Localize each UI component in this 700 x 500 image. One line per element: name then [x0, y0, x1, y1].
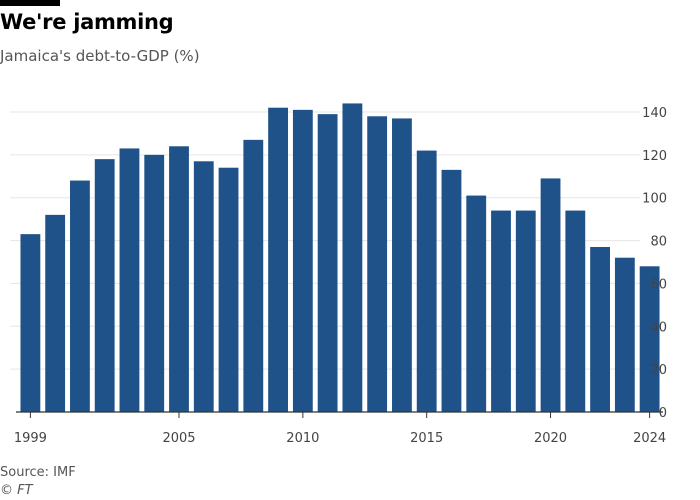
bar-2012 — [342, 103, 363, 413]
bar-2008 — [243, 139, 264, 413]
bar-2023 — [614, 257, 635, 412]
bar-2021 — [565, 210, 586, 412]
y-tick-label-0: 0 — [659, 406, 667, 421]
x-tick-label-1999: 1999 — [14, 431, 47, 446]
y-tick-label-100: 100 — [642, 192, 667, 207]
y-tick-label-80: 80 — [650, 235, 667, 250]
bar-2016 — [441, 169, 462, 412]
y-tick-label-120: 120 — [642, 149, 667, 164]
bar-2014 — [392, 118, 412, 413]
bar-2018 — [491, 210, 511, 412]
y-tick-label-20: 20 — [650, 363, 667, 378]
bar-2013 — [367, 116, 388, 412]
title-rule — [0, 0, 60, 6]
bar-2002 — [94, 159, 115, 412]
bar-2000 — [45, 214, 66, 412]
x-tick-label-2020: 2020 — [534, 431, 567, 446]
credit-note: © FT — [0, 483, 33, 498]
x-tick-label-2024: 2024 — [633, 431, 666, 446]
bars — [20, 103, 660, 413]
x-axis — [16, 411, 663, 418]
bar-2001 — [70, 180, 90, 412]
bar-2003 — [119, 148, 140, 412]
bar-2007 — [218, 167, 239, 412]
bar-2009 — [268, 107, 288, 413]
bar-2017 — [466, 195, 487, 412]
bar-1999 — [20, 234, 41, 412]
bar-2004 — [144, 154, 165, 413]
bar-2006 — [193, 161, 214, 412]
y-tick-label-60: 60 — [650, 277, 667, 292]
source-note: Source: IMF — [0, 465, 76, 480]
bar-2024 — [639, 266, 660, 412]
x-tick-label-2010: 2010 — [286, 431, 319, 446]
y-tick-label-40: 40 — [650, 320, 667, 335]
chart-subtitle: Jamaica's debt-to-GDP (%) — [0, 47, 200, 65]
x-tick-labels: 1999 2005 2010 2015 2020 2024 — [14, 431, 666, 446]
bar-2019 — [515, 210, 536, 412]
y-tick-labels: 0 20 40 60 80 100 120 140 — [642, 106, 667, 421]
x-tick-label-2015: 2015 — [410, 431, 443, 446]
bar-2011 — [317, 114, 338, 412]
bar-2010 — [292, 109, 313, 413]
bar-2020 — [540, 178, 561, 412]
chart-title: We're jamming — [0, 10, 174, 34]
bar-2005 — [169, 146, 189, 413]
x-tick-label-2005: 2005 — [162, 431, 195, 446]
y-tick-label-140: 140 — [642, 106, 667, 121]
bar-2015 — [416, 150, 437, 412]
bar-2022 — [590, 247, 610, 412]
